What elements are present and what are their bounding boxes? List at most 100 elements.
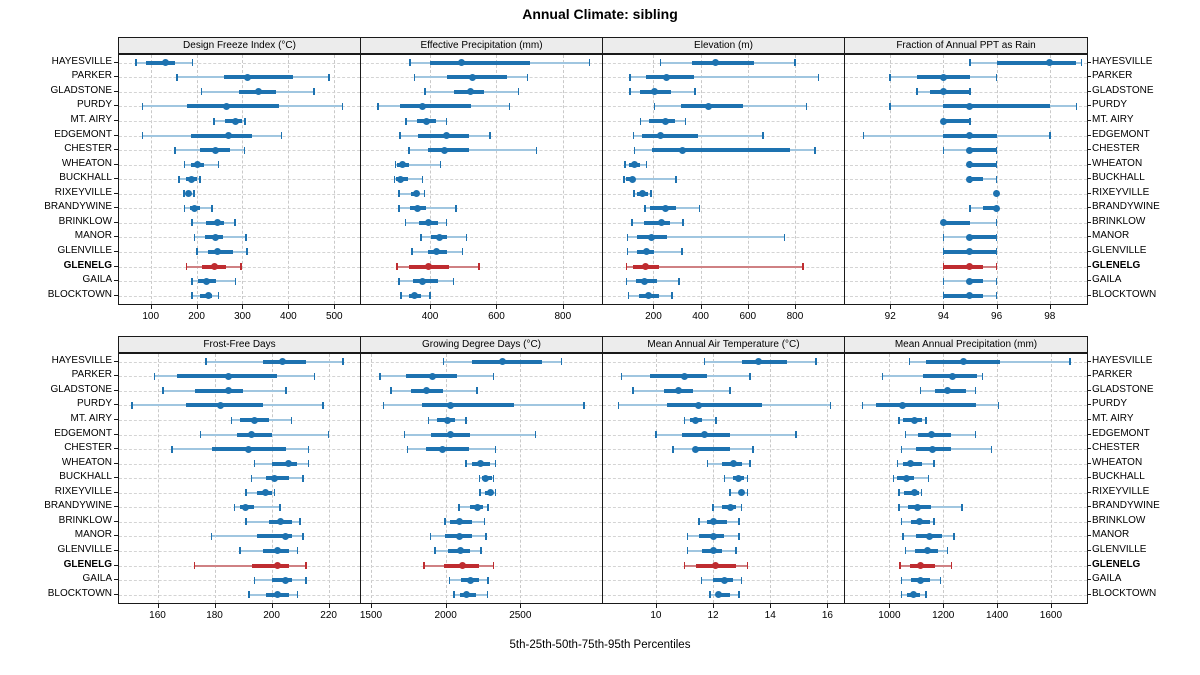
- median-dot: [738, 489, 746, 497]
- median-dot: [959, 358, 967, 366]
- median-dot: [213, 248, 221, 256]
- median-dot: [469, 73, 477, 81]
- site-label-left: WHEATON: [61, 157, 112, 169]
- median-dot: [966, 146, 974, 154]
- x-tick-label: 600: [739, 311, 757, 322]
- whisker-cap-high: [313, 372, 316, 380]
- row-tick-mark: [1087, 294, 1091, 296]
- whisker-cap-high: [439, 161, 442, 169]
- x-tick-label: 400: [692, 311, 709, 322]
- whisker-cap-high: [746, 474, 749, 482]
- site-label-right: GLENELG: [1092, 259, 1141, 271]
- whisker-cap-low: [434, 547, 436, 555]
- gridline-horizontal: [603, 164, 844, 166]
- whisker-cap-low: [709, 591, 711, 599]
- median-dot: [939, 219, 947, 227]
- iqr-bar: [400, 104, 471, 109]
- whisker-cap-high: [296, 591, 298, 599]
- median-dot: [262, 489, 270, 497]
- median-dot: [923, 547, 931, 555]
- whisker-cap-low: [248, 591, 250, 599]
- site-label-left: BUCKHALL: [59, 172, 112, 184]
- panel: [844, 54, 1088, 305]
- row-tick-mark: [114, 178, 118, 180]
- x-tick-mark: [943, 305, 945, 309]
- whisker-line: [969, 207, 997, 210]
- whisker-cap-high: [487, 503, 489, 511]
- x-tick-mark: [288, 305, 290, 309]
- median-dot: [498, 358, 506, 366]
- median-dot: [709, 547, 717, 555]
- whisker-cap-low: [633, 190, 635, 198]
- whisker-cap-high: [738, 591, 740, 599]
- whisker-cap-low: [193, 562, 196, 569]
- gridline-horizontal: [361, 208, 602, 210]
- whisker-cap-low: [253, 576, 256, 584]
- whisker-cap-high: [302, 532, 304, 540]
- row-tick-mark: [1087, 280, 1091, 282]
- iqr-bar: [969, 235, 997, 240]
- site-label-left: GLADSTONE: [50, 383, 113, 395]
- site-label-left: PURDY: [76, 99, 112, 111]
- site-label-left: CHESTER: [64, 143, 112, 155]
- site-label-left: BRANDYWINE: [44, 500, 112, 512]
- gridline-horizontal: [119, 580, 360, 582]
- x-tick-mark: [328, 604, 330, 608]
- whisker-cap-high: [794, 59, 796, 67]
- x-tick-mark: [150, 305, 152, 309]
- median-dot: [709, 518, 717, 526]
- whisker-cap-high: [299, 518, 301, 526]
- x-tick-mark: [653, 305, 655, 309]
- iqr-bar: [943, 220, 970, 225]
- whisker-cap-high: [995, 248, 998, 256]
- whisker-cap-high: [534, 431, 536, 439]
- whisker-cap-low: [205, 358, 207, 366]
- gridline-horizontal: [361, 179, 602, 181]
- median-dot: [695, 401, 703, 409]
- row-tick-mark: [1087, 250, 1091, 252]
- whisker-cap-low: [625, 277, 628, 285]
- median-dot: [638, 190, 646, 198]
- whisker-cap-low: [904, 547, 907, 555]
- x-tick-mark: [371, 604, 372, 608]
- gridline-horizontal: [361, 420, 602, 421]
- x-tick-label: 500: [325, 311, 343, 322]
- whisker-cap-high: [217, 292, 220, 300]
- row-tick-mark: [1087, 236, 1091, 238]
- site-label-right: EDGEMONT: [1092, 128, 1150, 140]
- whisker-cap-high: [485, 532, 487, 540]
- whisker-cap-high: [749, 372, 751, 380]
- whisker-cap-high: [829, 401, 832, 409]
- whisker-cap-low: [453, 591, 455, 599]
- x-tick-label: 800: [786, 311, 804, 322]
- gridline-horizontal: [845, 193, 1087, 195]
- whisker-cap-low: [683, 562, 686, 569]
- whisker-cap-high: [1075, 102, 1078, 110]
- whisker-cap-low: [729, 489, 731, 497]
- median-dot: [466, 88, 474, 96]
- whisker-cap-high: [244, 117, 246, 125]
- gridline-horizontal: [361, 164, 602, 166]
- site-label-left: BLOCKTOWN: [47, 587, 112, 599]
- x-tick-label: 600: [488, 311, 505, 322]
- median-dot: [628, 175, 636, 183]
- row-tick-mark: [1087, 491, 1091, 493]
- whisker-cap-high: [969, 88, 971, 96]
- row-tick-mark: [1087, 404, 1091, 406]
- whisker-cap-low: [183, 190, 185, 198]
- whisker-cap-low: [919, 387, 922, 395]
- whisker-cap-high: [746, 562, 749, 569]
- whisker-cap-low: [131, 401, 133, 409]
- iqr-bar: [186, 104, 280, 109]
- median-dot: [899, 401, 907, 409]
- whisker-cap-high: [240, 263, 242, 270]
- whisker-cap-high: [246, 248, 248, 256]
- iqr-bar: [693, 447, 731, 452]
- x-tick-label: 200: [263, 610, 280, 621]
- median-dot: [222, 102, 230, 110]
- whisker-cap-low: [889, 73, 891, 81]
- whisker-cap-high: [211, 204, 213, 212]
- row-tick-mark: [114, 448, 118, 450]
- x-tick-mark: [747, 305, 749, 309]
